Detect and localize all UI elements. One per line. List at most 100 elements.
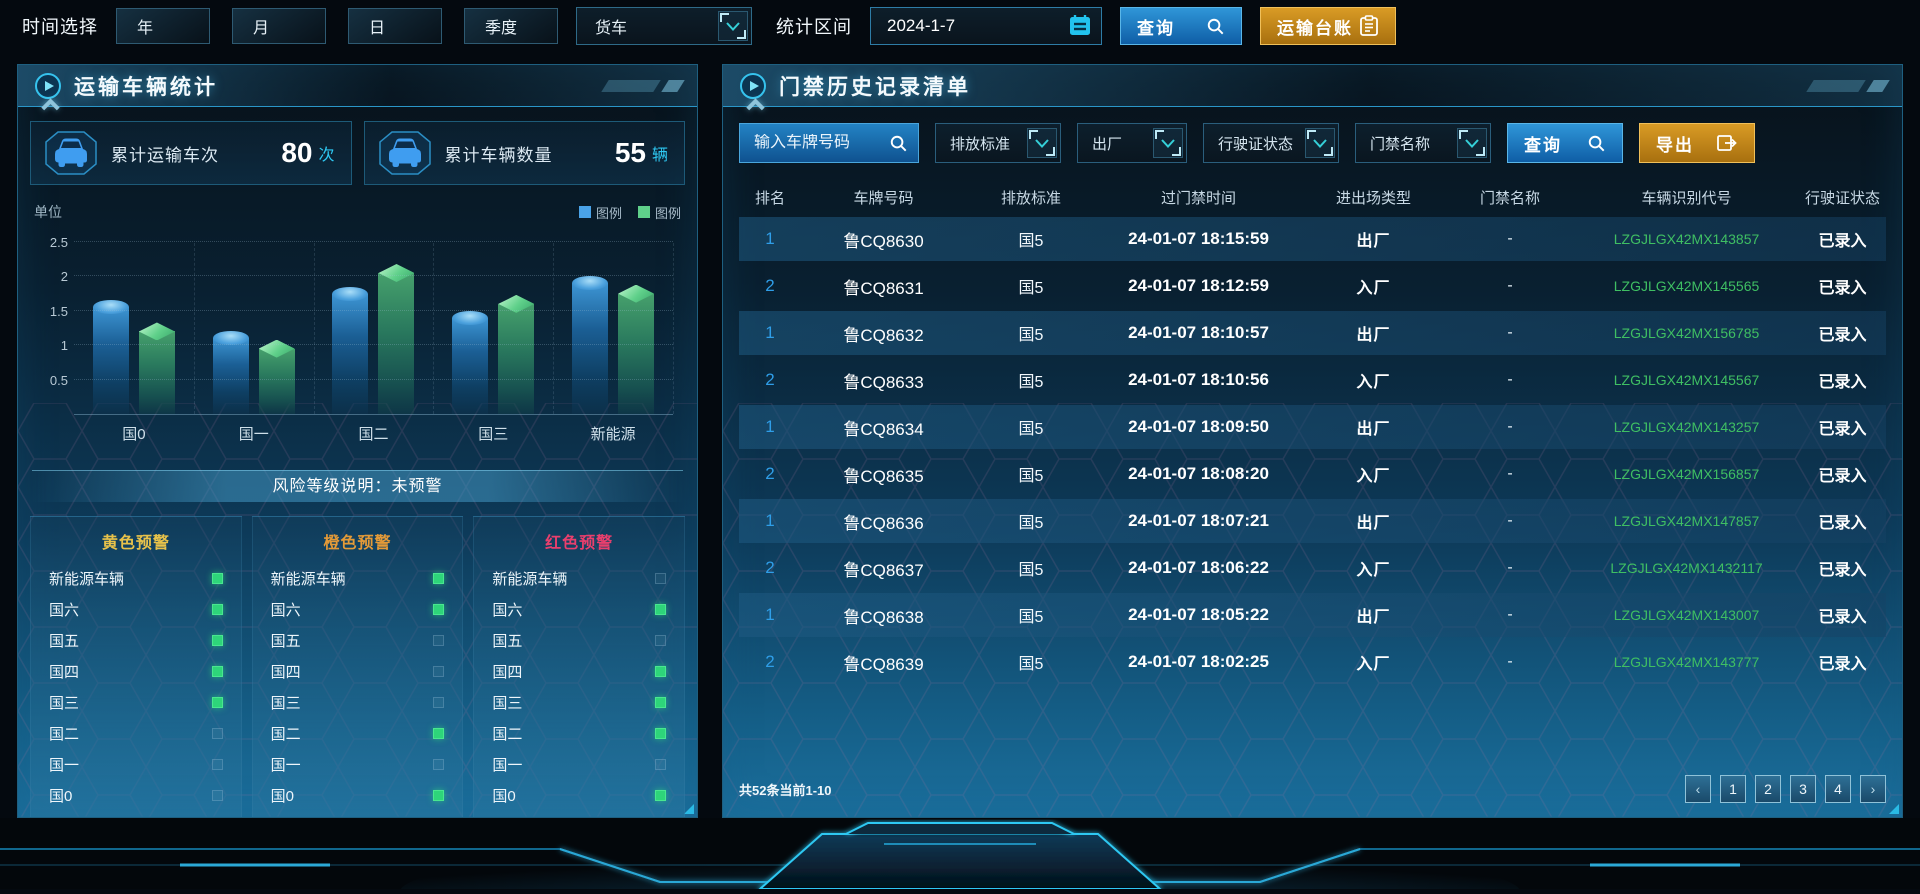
table-row[interactable]: 1 鲁CQ8638 国5 24-01-07 18:05:22 出厂 - LZGJLGX42M… xyxy=(739,593,1886,637)
header-decoration xyxy=(601,79,685,92)
warning-item: 国三 xyxy=(271,687,445,718)
cell-gate: - xyxy=(1507,512,1513,529)
table-header-cell: 车辆识别代号 xyxy=(1641,189,1732,207)
status-indicator xyxy=(433,697,445,708)
cell-status: 已录入 xyxy=(1818,421,1867,438)
grid-vline xyxy=(433,243,435,414)
warning-item-label: 国0 xyxy=(492,788,516,805)
cell-standard: 国5 xyxy=(1018,327,1044,344)
warning-item-label: 国三 xyxy=(270,695,301,712)
filter-dropdown-1[interactable]: 排放标准 xyxy=(935,123,1061,163)
y-tick-label: 1.5 xyxy=(49,303,68,319)
filter-dropdown-2[interactable]: 出厂 xyxy=(1077,123,1187,163)
cell-type: 出厂 xyxy=(1356,609,1391,626)
page-button-4[interactable]: 4 xyxy=(1825,775,1851,803)
chevron-down-icon xyxy=(1465,138,1479,148)
bar-国0-series1 xyxy=(92,300,129,414)
prev-page-button[interactable]: ‹ xyxy=(1685,775,1711,803)
warning-item-label: 国四 xyxy=(492,664,523,681)
time-button-3[interactable]: 日 xyxy=(348,8,442,44)
warning-item: 国一 xyxy=(49,749,223,780)
grid-line xyxy=(74,344,673,346)
page-buttons: ‹ 1 2 3 4 › xyxy=(1685,775,1886,803)
status-indicator xyxy=(433,635,445,646)
pagination-summary: 共52条当前1-10 xyxy=(739,782,832,798)
warning-item: 国六 xyxy=(492,594,667,625)
time-button-2[interactable]: 月 xyxy=(232,8,326,44)
grid-vline xyxy=(313,243,315,414)
plate-search-field[interactable] xyxy=(739,123,919,163)
cell-rank: 1 xyxy=(765,605,775,624)
status-indicator xyxy=(211,790,223,801)
cell-type: 入厂 xyxy=(1356,468,1391,485)
table-row[interactable]: 1 鲁CQ8632 国5 24-01-07 18:10:57 出厂 - LZGJLGX42M… xyxy=(739,311,1886,355)
cell-status: 已录入 xyxy=(1818,562,1867,579)
cell-type: 入厂 xyxy=(1356,656,1391,673)
warning-item-label: 国六 xyxy=(270,602,301,619)
filter-dropdown-4[interactable]: 门禁名称 xyxy=(1355,123,1491,163)
table-row[interactable]: 2 鲁CQ8637 国5 24-01-07 18:06:22 入厂 - LZGJLGX42M… xyxy=(739,546,1886,590)
export-button[interactable]: 导出 xyxy=(1639,123,1755,163)
time-button-1[interactable]: 年 xyxy=(116,8,210,44)
warning-item: 新能源车辆 xyxy=(271,563,445,594)
table-row[interactable]: 1 鲁CQ8630 国5 24-01-07 18:15:59 出厂 - LZGJLGX42M… xyxy=(739,217,1886,261)
cell-gate: - xyxy=(1507,418,1513,435)
date-picker[interactable]: 2024-1-7 xyxy=(870,7,1102,45)
cell-rank: 2 xyxy=(765,370,775,389)
bar-新能源-series1 xyxy=(572,276,609,414)
table-row[interactable]: 1 鲁CQ8636 国5 24-01-07 18:07:21 出厂 - LZGJLGX42M… xyxy=(739,499,1886,543)
export-button-label: 导出 xyxy=(1656,135,1694,155)
warning-item-label: 新能源车辆 xyxy=(270,571,346,588)
table-query-button[interactable]: 查询 xyxy=(1507,123,1623,163)
cell-time: 24-01-07 18:02:25 xyxy=(1128,652,1269,671)
chart-x-axis-labels: 国0 国一 国二 国三 新能源 xyxy=(74,423,673,444)
warning-item: 国四 xyxy=(271,656,445,687)
chevron-down-icon xyxy=(1161,138,1175,148)
cell-time: 24-01-07 18:08:20 xyxy=(1128,464,1269,483)
query-button-label: 查询 xyxy=(1137,18,1175,38)
table-row[interactable]: 2 鲁CQ8635 国5 24-01-07 18:08:20 入厂 - LZGJLGX42M… xyxy=(739,452,1886,496)
filter-dropdown-3[interactable]: 行驶证状态 xyxy=(1203,123,1339,163)
table-row[interactable]: 2 鲁CQ8631 国5 24-01-07 18:12:59 入厂 - LZGJLGX42M… xyxy=(739,264,1886,308)
dropdown-chevron-box xyxy=(1457,128,1487,158)
dropdown-chevron-box xyxy=(1027,128,1057,158)
warning-item: 国六 xyxy=(49,594,223,625)
bar-group-国二 xyxy=(314,243,434,414)
cell-type: 出厂 xyxy=(1356,327,1391,344)
date-value: 2024-1-7 xyxy=(887,16,956,35)
risk-level-note: 风险等级说明：未预警 xyxy=(32,470,683,502)
warning-item: 新能源车辆 xyxy=(492,563,667,594)
cell-standard: 国5 xyxy=(1018,562,1044,579)
chart-bars xyxy=(74,243,673,414)
warning-item: 国五 xyxy=(492,625,667,656)
transport-ledger-button[interactable]: 运输台账 xyxy=(1260,7,1396,45)
header-notch-decoration xyxy=(41,98,60,117)
table-row[interactable]: 2 鲁CQ8633 国5 24-01-07 18:10:56 入厂 - LZGJLGX42M… xyxy=(739,358,1886,402)
table-header-cell: 门禁名称 xyxy=(1479,189,1540,207)
warning-item-label: 国二 xyxy=(49,726,80,743)
warning-title: 红色预警 xyxy=(545,535,614,552)
table-row[interactable]: 1 鲁CQ8634 国5 24-01-07 18:09:50 出厂 - LZGJLGX42M… xyxy=(739,405,1886,449)
cell-rank: 1 xyxy=(765,417,775,436)
page-button-1[interactable]: 1 xyxy=(1720,775,1746,803)
warning-item: 国二 xyxy=(49,718,223,749)
page-button-2[interactable]: 2 xyxy=(1755,775,1781,803)
filter-dropdown-value: 行驶证状态 xyxy=(1218,135,1294,153)
legend-item-1: 图例 xyxy=(578,203,622,222)
stat-card-2: 累计车辆数量 55 辆 xyxy=(363,121,685,185)
query-button[interactable]: 查询 xyxy=(1120,7,1242,45)
next-page-button[interactable]: › xyxy=(1860,775,1886,803)
gate-history-panel: 门禁历史记录清单 排放标准 出厂 行驶证状态 门禁名称 查询 xyxy=(722,64,1903,818)
plate-search-input[interactable] xyxy=(754,134,889,152)
warning-item: 国一 xyxy=(492,749,667,780)
cell-type: 出厂 xyxy=(1356,515,1391,532)
cell-vin: LZGJLGX42MX145567 xyxy=(1613,372,1760,388)
range-label: 统计区间 xyxy=(776,17,852,37)
time-button-4[interactable]: 季度 xyxy=(464,8,558,44)
table-row[interactable]: 2 鲁CQ8639 国5 24-01-07 18:02:25 入厂 - LZGJLGX42M… xyxy=(739,640,1886,684)
warning-item: 国三 xyxy=(49,687,223,718)
vehicle-type-select[interactable]: 货车 xyxy=(576,7,752,45)
car-icon xyxy=(45,131,97,175)
status-indicator xyxy=(655,573,667,584)
page-button-3[interactable]: 3 xyxy=(1790,775,1816,803)
